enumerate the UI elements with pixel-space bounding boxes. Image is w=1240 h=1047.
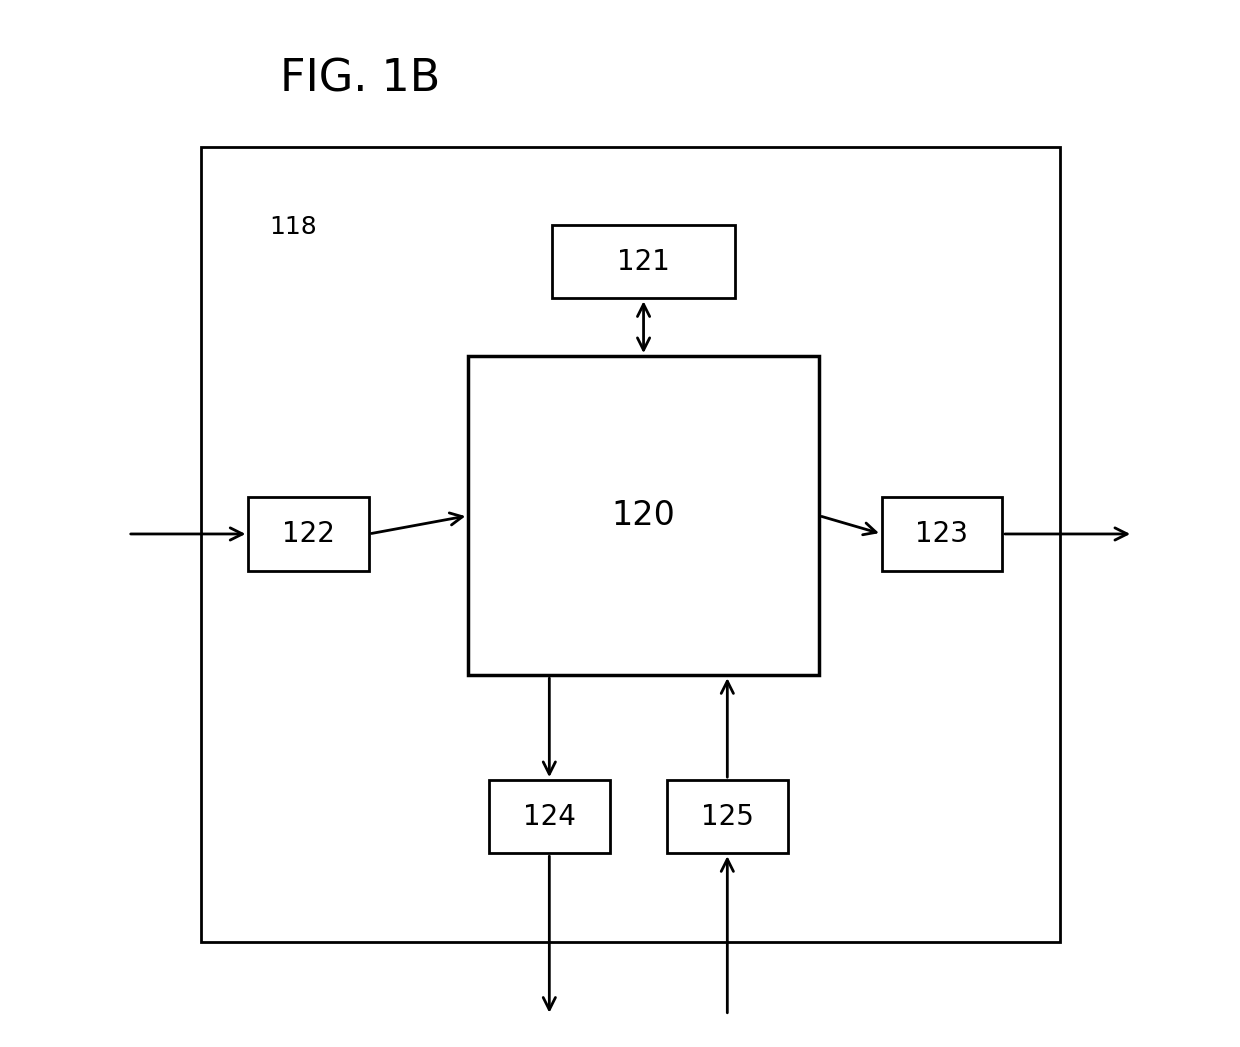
Text: 125: 125 xyxy=(701,803,754,830)
Bar xyxy=(248,497,368,571)
Bar xyxy=(469,356,818,675)
Text: 122: 122 xyxy=(281,520,335,548)
Text: 121: 121 xyxy=(618,248,670,275)
Text: 118: 118 xyxy=(269,215,317,239)
Bar xyxy=(489,780,610,853)
Text: 120: 120 xyxy=(611,499,676,532)
Bar xyxy=(667,780,787,853)
Text: 123: 123 xyxy=(915,520,968,548)
Text: FIG. 1B: FIG. 1B xyxy=(280,58,440,101)
Bar xyxy=(552,225,735,298)
Bar xyxy=(882,497,1002,571)
Text: 124: 124 xyxy=(523,803,575,830)
Bar xyxy=(201,147,1060,942)
